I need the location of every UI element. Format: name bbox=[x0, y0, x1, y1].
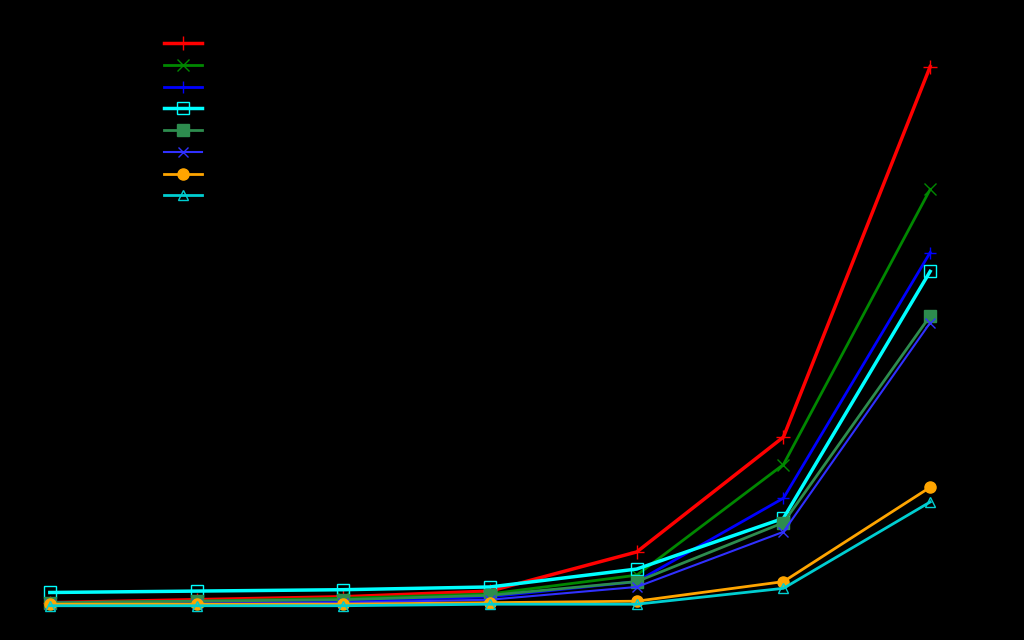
Legend:  ,  ,  ,  ,  ,  ,  ,  : , , , , , , , bbox=[165, 38, 212, 203]
